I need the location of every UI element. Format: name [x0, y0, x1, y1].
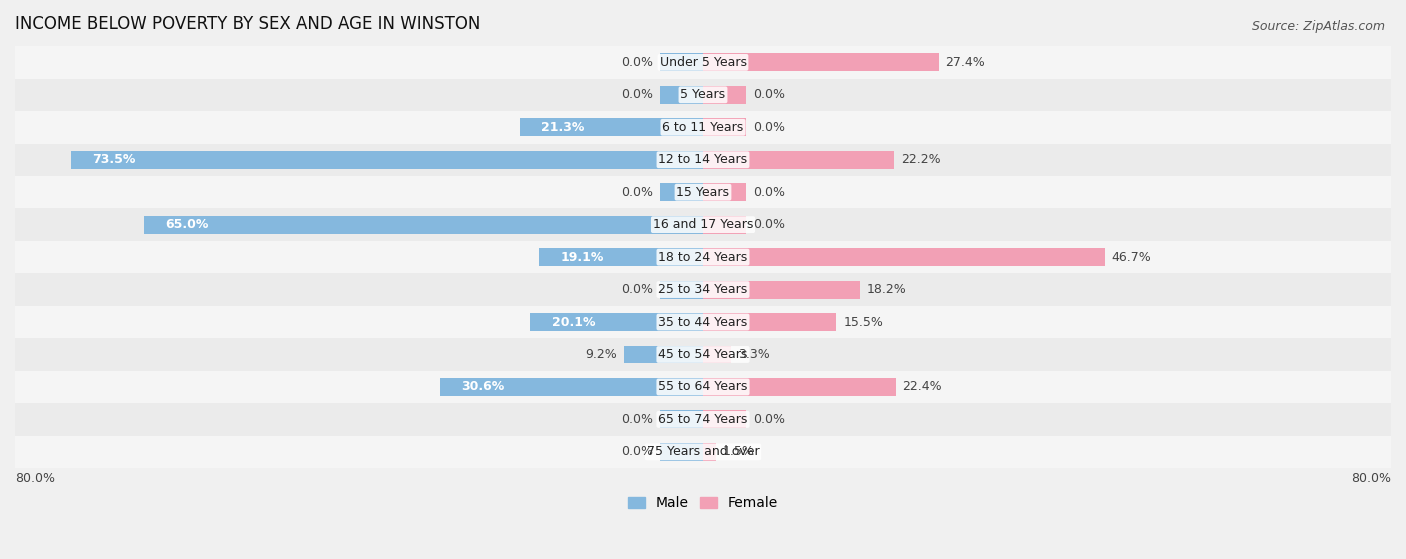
Bar: [440, 378, 703, 396]
Text: 0.0%: 0.0%: [621, 283, 654, 296]
Bar: [15, 403, 1391, 435]
Text: 65 to 74 Years: 65 to 74 Years: [658, 413, 748, 426]
Text: 20.1%: 20.1%: [551, 315, 595, 329]
Bar: [15, 209, 1391, 241]
Text: 0.0%: 0.0%: [621, 186, 654, 198]
Text: 3.3%: 3.3%: [738, 348, 770, 361]
Text: 25 to 34 Years: 25 to 34 Years: [658, 283, 748, 296]
Text: 15.5%: 15.5%: [844, 315, 883, 329]
Text: 21.3%: 21.3%: [541, 121, 585, 134]
Bar: [703, 281, 859, 299]
Text: 22.4%: 22.4%: [903, 381, 942, 394]
Text: 27.4%: 27.4%: [945, 56, 986, 69]
Bar: [624, 345, 703, 363]
Bar: [15, 371, 1391, 403]
Bar: [703, 183, 747, 201]
Bar: [538, 248, 703, 266]
Text: 0.0%: 0.0%: [752, 186, 785, 198]
Bar: [703, 443, 716, 461]
Text: 22.2%: 22.2%: [901, 153, 941, 166]
Bar: [15, 273, 1391, 306]
Bar: [703, 345, 731, 363]
Text: 19.1%: 19.1%: [560, 250, 603, 264]
Bar: [15, 241, 1391, 273]
Bar: [15, 176, 1391, 209]
Text: 35 to 44 Years: 35 to 44 Years: [658, 315, 748, 329]
Bar: [15, 144, 1391, 176]
Bar: [15, 79, 1391, 111]
Text: 0.0%: 0.0%: [621, 88, 654, 101]
Bar: [703, 86, 747, 104]
Text: 15 Years: 15 Years: [676, 186, 730, 198]
Text: 45 to 54 Years: 45 to 54 Years: [658, 348, 748, 361]
Text: 18.2%: 18.2%: [866, 283, 905, 296]
Bar: [15, 46, 1391, 79]
Text: 9.2%: 9.2%: [585, 348, 617, 361]
Bar: [659, 183, 703, 201]
Text: INCOME BELOW POVERTY BY SEX AND AGE IN WINSTON: INCOME BELOW POVERTY BY SEX AND AGE IN W…: [15, 15, 481, 33]
Text: 0.0%: 0.0%: [752, 121, 785, 134]
Text: 0.0%: 0.0%: [621, 446, 654, 458]
Text: 16 and 17 Years: 16 and 17 Years: [652, 218, 754, 231]
Bar: [659, 281, 703, 299]
Legend: Male, Female: Male, Female: [623, 491, 783, 516]
Text: 65.0%: 65.0%: [166, 218, 209, 231]
Bar: [659, 410, 703, 428]
Bar: [703, 119, 747, 136]
Bar: [659, 86, 703, 104]
Bar: [70, 151, 703, 169]
Bar: [703, 313, 837, 331]
Text: 18 to 24 Years: 18 to 24 Years: [658, 250, 748, 264]
Text: 6 to 11 Years: 6 to 11 Years: [662, 121, 744, 134]
Text: 0.0%: 0.0%: [752, 88, 785, 101]
Text: 30.6%: 30.6%: [461, 381, 505, 394]
Text: 5 Years: 5 Years: [681, 88, 725, 101]
Bar: [530, 313, 703, 331]
Text: 46.7%: 46.7%: [1112, 250, 1152, 264]
Text: Under 5 Years: Under 5 Years: [659, 56, 747, 69]
Bar: [703, 151, 894, 169]
Bar: [703, 410, 747, 428]
Bar: [659, 443, 703, 461]
Text: 0.0%: 0.0%: [752, 413, 785, 426]
Bar: [143, 216, 703, 234]
Bar: [703, 378, 896, 396]
Text: 73.5%: 73.5%: [93, 153, 136, 166]
Bar: [15, 111, 1391, 144]
Bar: [15, 338, 1391, 371]
Bar: [659, 54, 703, 72]
Text: 55 to 64 Years: 55 to 64 Years: [658, 381, 748, 394]
Text: 1.5%: 1.5%: [723, 446, 755, 458]
Text: 75 Years and over: 75 Years and over: [647, 446, 759, 458]
Bar: [703, 54, 939, 72]
Text: 12 to 14 Years: 12 to 14 Years: [658, 153, 748, 166]
Text: 0.0%: 0.0%: [752, 218, 785, 231]
Bar: [703, 216, 747, 234]
Text: 0.0%: 0.0%: [621, 56, 654, 69]
Text: 0.0%: 0.0%: [621, 413, 654, 426]
Bar: [15, 306, 1391, 338]
Text: Source: ZipAtlas.com: Source: ZipAtlas.com: [1251, 20, 1385, 32]
Text: 80.0%: 80.0%: [1351, 472, 1391, 485]
Bar: [703, 248, 1105, 266]
Bar: [15, 435, 1391, 468]
Text: 80.0%: 80.0%: [15, 472, 55, 485]
Bar: [520, 119, 703, 136]
